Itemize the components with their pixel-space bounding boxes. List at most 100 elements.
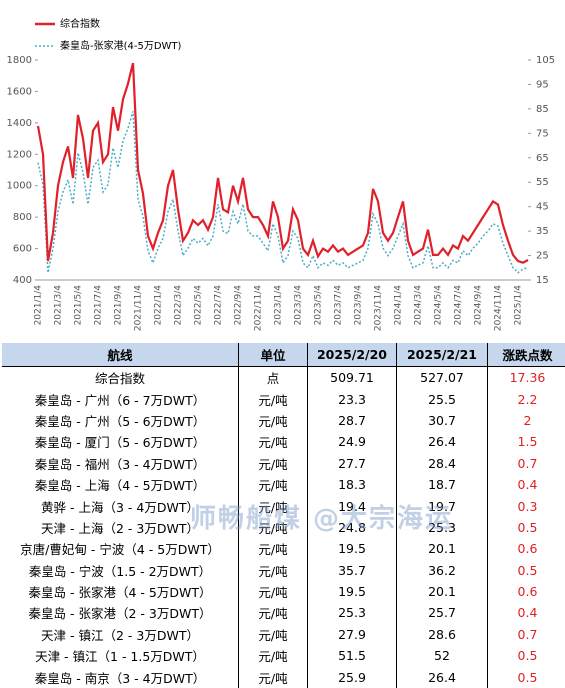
- table-cell: 天津 - 镇江（1 - 1.5万DWT）: [2, 645, 239, 667]
- table-cell: 36.2: [396, 559, 488, 581]
- x-tick-label: 2024/3/4: [414, 285, 424, 326]
- table-cell: 509.71: [307, 366, 397, 389]
- table-row: 秦皇岛 - 厦门（5 - 6万DWT） 元/吨 24.9 26.4 1.5: [2, 431, 565, 453]
- table-cell: 天津 - 上海（2 - 3万DWT）: [2, 516, 239, 539]
- table-cell: 20.1: [396, 538, 488, 560]
- table-cell: 25.5: [396, 388, 488, 410]
- table-cell: 元/吨: [238, 473, 308, 496]
- table-cell: 2: [523, 412, 532, 428]
- table-cell: 27.9: [307, 623, 397, 646]
- table-cell: 元/吨: [238, 388, 308, 410]
- table-cell: 秦皇岛 - 南京（3 - 4万DWT）: [2, 666, 239, 688]
- table-cell: 0.3: [517, 498, 538, 514]
- y2-tick-label: 55: [536, 177, 549, 188]
- x-tick-label: 2021/7/4: [94, 285, 104, 326]
- table-cell: 20.1: [396, 580, 488, 603]
- header-cell: 单位: [238, 343, 308, 367]
- table-cell: 0.6: [517, 584, 538, 600]
- y2-tick-label: 25: [536, 251, 549, 262]
- x-tick-label: 2023/3/4: [294, 285, 304, 326]
- x-tick-label: 2022/7/4: [214, 285, 224, 326]
- table-row: 天津 - 镇江（1 - 1.5万DWT） 元/吨 51.5 52 0.5: [2, 645, 565, 667]
- table-cell: 23.3: [307, 388, 397, 410]
- x-tick-label: 2021/11/4: [134, 285, 144, 331]
- table-row: 综合指数点 509.71 527.07 17.36: [2, 366, 565, 389]
- table-cell: 元/吨: [238, 602, 308, 624]
- table-cell: 25.9: [307, 666, 397, 688]
- y2-tick-label: 95: [536, 79, 549, 90]
- x-tick-label: 2023/5/4: [314, 285, 324, 326]
- y-tick-label: 400: [13, 275, 32, 286]
- table-row: 秦皇岛 - 张家港（4 - 5万DWT） 元/吨 19.5 20.1 0.6: [2, 580, 565, 603]
- table-cell: 28.6: [396, 623, 488, 646]
- table-cell: 24.8: [307, 516, 397, 539]
- table-cell: 元/吨: [238, 409, 308, 432]
- x-tick-label: 2023/1/4: [274, 285, 284, 326]
- x-tick-label: 2024/5/4: [434, 285, 444, 326]
- table-cell: 黄骅 - 上海（3 - 4万DWT）: [2, 495, 239, 517]
- table-cell: 点: [238, 366, 308, 389]
- table-cell: 秦皇岛 - 张家港（4 - 5万DWT）: [2, 580, 239, 603]
- table-row: 秦皇岛 - 广州（6 - 7万DWT） 元/吨 23.3 25.5 2.2: [2, 388, 565, 410]
- table-cell: 27.7: [307, 452, 397, 474]
- table-row: 秦皇岛 - 宁波（1.5 - 2万DWT） 元/吨 35.7 36.2 0.5: [2, 559, 565, 581]
- table-cell: 19.4: [307, 495, 397, 517]
- table-cell: 元/吨: [238, 645, 308, 667]
- y-tick-label: 800: [13, 212, 32, 223]
- table-cell: 秦皇岛 - 广州（6 - 7万DWT）: [2, 388, 239, 410]
- table-cell: 25.3: [396, 516, 488, 539]
- y-tick-label: 1400: [7, 118, 32, 129]
- table-cell: 元/吨: [238, 538, 308, 560]
- header-cell: 2025/2/21: [396, 343, 488, 367]
- table-cell: 元/吨: [238, 452, 308, 474]
- x-tick-label: 2021/5/4: [74, 285, 84, 326]
- x-tick-label: 2024/11/4: [494, 285, 504, 331]
- table-cell: 秦皇岛 - 福州（3 - 4万DWT）: [2, 452, 239, 474]
- y2-tick-label: 65: [536, 153, 549, 164]
- y2-tick-label: 15: [536, 275, 549, 286]
- table-cell: 0.7: [517, 455, 538, 471]
- table-row: 秦皇岛 - 张家港（2 - 3万DWT） 元/吨 25.3 25.7 0.4: [2, 602, 565, 624]
- table-cell: 综合指数: [2, 366, 239, 389]
- header-cell: 涨跌点数: [487, 343, 565, 367]
- header-cell: 2025/2/20: [307, 343, 397, 367]
- table-cell: 51.5: [307, 645, 397, 667]
- table-row: 秦皇岛 - 广州（5 - 6万DWT） 元/吨 28.7 30.7 2: [2, 409, 565, 432]
- table-cell: 17.36: [509, 370, 546, 386]
- table-cell: 30.7: [396, 409, 488, 432]
- x-tick-label: 2022/3/4: [174, 285, 184, 326]
- table-cell: 0.7: [517, 626, 538, 642]
- table-cell: 元/吨: [238, 666, 308, 688]
- watermark: 师畅船煤 @大宗海运: [190, 504, 454, 534]
- table-cell: 0.5: [517, 562, 538, 578]
- table-cell: 元/吨: [238, 559, 308, 581]
- table-cell: 元/吨: [238, 516, 308, 539]
- legend-label: 综合指数: [60, 17, 100, 30]
- x-tick-label: 2022/1/4: [154, 285, 164, 326]
- chart: 综合指数 秦皇岛-张家港(4-5万DWT) 400 600 800 1000 1200 1…: [7, 17, 556, 331]
- table-cell: 元/吨: [238, 431, 308, 453]
- table-row: 秦皇岛 - 上海（4 - 5万DWT） 元/吨 18.3 18.7 0.4: [2, 473, 565, 496]
- table-cell: 26.4: [396, 666, 488, 688]
- table-cell: 京唐/曹妃甸 - 宁波（4 - 5万DWT）: [2, 538, 239, 560]
- table-cell: 秦皇岛 - 上海（4 - 5万DWT）: [2, 473, 239, 496]
- table-cell: 元/吨: [238, 580, 308, 603]
- table-row: 黄骅 - 上海（3 - 4万DWT） 元/吨 19.4 19.7 0.3: [2, 495, 565, 517]
- table-cell: 24.9: [307, 431, 397, 453]
- x-tick-label: 2022/11/4: [254, 285, 264, 331]
- rate-table: 航线 单位 2025/2/20 2025/2/21 涨跌点数 综合指数点 509.71 527…: [2, 343, 565, 688]
- table-cell: 28.7: [307, 409, 397, 432]
- table-cell: 0.5: [517, 648, 538, 664]
- x-tick-label: 2024/1/4: [394, 285, 404, 326]
- table-cell: 0.6: [517, 541, 538, 557]
- x-tick-label: 2023/11/4: [374, 285, 384, 331]
- table-row: 京唐/曹妃甸 - 宁波（4 - 5万DWT） 元/吨 19.5 20.1 0.6: [2, 538, 565, 560]
- x-tick-label: 2024/9/4: [474, 285, 484, 326]
- x-tick-label: 2023/7/4: [334, 285, 344, 326]
- x-tick-label: 2021/3/4: [54, 285, 64, 326]
- legend-label: 秦皇岛-张家港(4-5万DWT): [60, 39, 182, 52]
- table-cell: 19.7: [396, 495, 488, 517]
- table-cell: 秦皇岛 - 张家港（2 - 3万DWT）: [2, 602, 239, 624]
- table-cell: 2.2: [517, 391, 538, 407]
